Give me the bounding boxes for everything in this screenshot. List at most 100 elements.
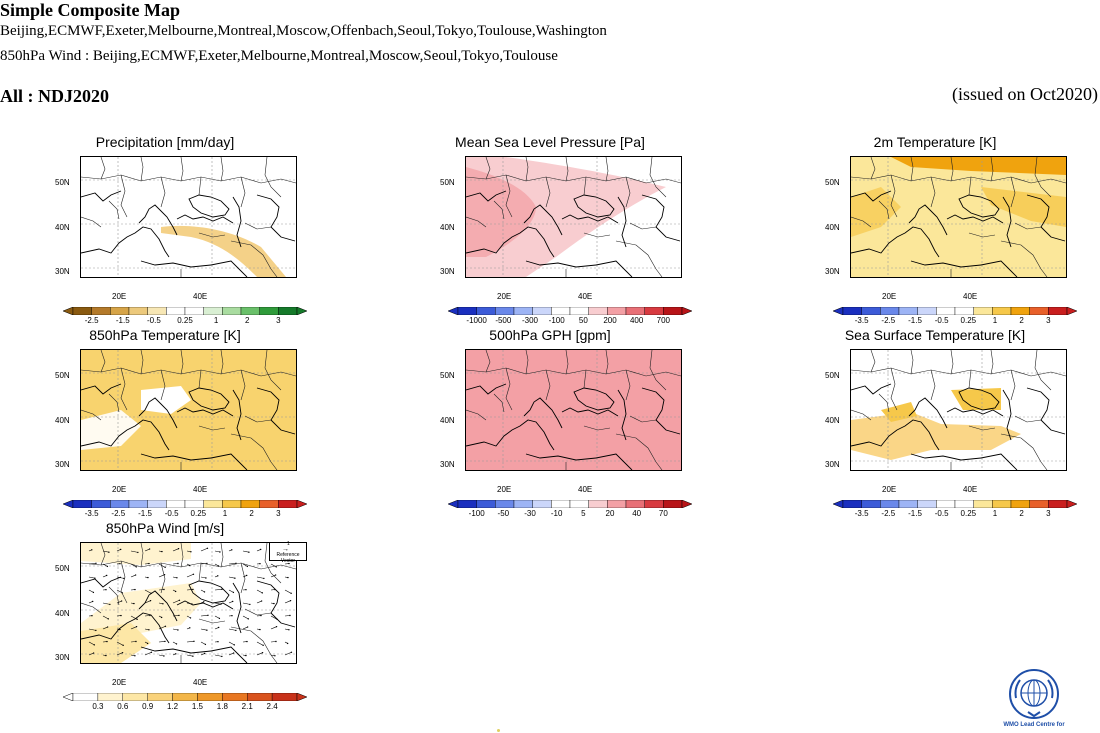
wind-vector [256,589,263,594]
colorbar-arrow-right [296,307,307,315]
latitude-label: 50N [55,371,70,380]
colorbar-segment [588,500,608,508]
colorbar-segment [166,500,186,508]
wind-vector [88,628,96,631]
centres-list: Beijing,ECMWF,Exeter,Melbourne,Montreal,… [0,23,607,39]
longitude-label: 40E [193,678,208,687]
longitude-label: 40E [578,292,593,301]
colorbar-segment [954,500,974,508]
colorbar-segment [513,500,533,508]
country-border [120,174,128,218]
colorbar-tick-label: -2.5 [111,509,126,518]
colorbar-segment [97,693,123,701]
wind-vector-head [134,588,136,591]
colorbar-segment [476,307,496,315]
colorbar-segment [1010,307,1030,315]
colorbar-segment [457,500,477,508]
wind-vector-head [189,617,192,619]
wind-vector-head [276,618,278,621]
wind-vector-head [246,565,249,568]
country-border [160,369,166,401]
anomaly-shading [81,543,191,565]
colorbar-tick-label: 0.25 [190,509,207,518]
colorbar-segment [607,307,627,315]
country-border [160,562,166,594]
mslp-panel: Mean Sea Level Pressure [Pa] 50N 40N 30N 20E… [400,134,700,325]
wind-vector-head [233,644,235,646]
wind-vector-head [147,576,149,579]
issued-label: (issued on Oct2020) [952,84,1098,104]
coastline [946,407,1004,417]
wind-vector-head [150,592,152,595]
coastline [561,214,619,224]
colorbar-segment [247,693,273,701]
wind-vector-head [136,618,138,621]
country-border [910,157,914,182]
colorbar-tick-label: 1.5 [191,702,203,711]
country-border [1000,433,1048,470]
country-border [160,176,166,208]
country-border [870,350,876,373]
coastline [1002,196,1012,248]
wind-vector-head [106,640,108,643]
wind-vector-head [286,642,289,645]
colorbar-segment [842,500,862,508]
country-border [851,367,1066,377]
colorbar [833,500,1077,508]
colorbar-segment [457,307,477,315]
wind-vector [102,615,109,620]
country-border [264,350,282,391]
wind-vector-head [231,615,233,617]
country-border [198,232,226,238]
country-border [230,433,278,470]
wind-vector [284,651,292,656]
colorbar-segment [1029,500,1049,508]
country-border [851,409,872,421]
country-border [605,157,609,182]
wind-vector [88,641,95,646]
period-label: All : NDJ2020 [0,86,109,106]
wind-vector [200,576,206,579]
wind-vector-head [245,654,247,657]
colorbar-tick-label: 1 [213,316,219,325]
reference-vector-label: Reference Vector [276,552,300,564]
wind-vector-head [160,616,163,619]
country-border [605,350,609,375]
wind-vector-head [218,617,221,620]
country-border [1010,176,1016,208]
country-border [1034,157,1052,198]
wind-vector [186,589,193,591]
wind-vector [144,600,151,604]
colorbar-tick-label: 3 [276,509,281,518]
panel-title: Precipitation [mm/day] [95,134,235,150]
coastline [851,383,892,395]
wind-vector-head [148,629,150,631]
colorbar-arrow-right [296,500,307,508]
country-border [910,350,914,375]
wind-vector-head [205,577,207,579]
panel-title: 850hPa Wind [m/s] [105,520,225,536]
coastline [958,194,1000,218]
wind-vector [186,641,194,643]
country-border [968,425,996,431]
wind-vector [116,600,122,604]
coastline [140,646,212,654]
wind-vector-head [245,574,248,577]
latitude-label: 40N [55,223,70,232]
colorbar-segment [72,500,92,508]
colorbar-tick-label: -3.5 [854,316,869,325]
coastline [232,582,242,634]
colorbar [63,500,307,508]
colorbar-tick-label: -2.5 [84,316,99,325]
colorbar-tick-label: 1 [992,316,998,325]
colorbar-segment [625,500,645,508]
colorbar-segment [644,307,664,315]
latitude-label: 30N [55,267,70,276]
panel-title: 500hPa GPH [gpm] [489,327,611,343]
country-border [264,543,282,584]
wind-vector [228,641,235,646]
wind-vector [186,602,192,605]
map-frame [465,156,682,278]
coastline [525,260,597,268]
colorbar-segment [476,500,496,508]
